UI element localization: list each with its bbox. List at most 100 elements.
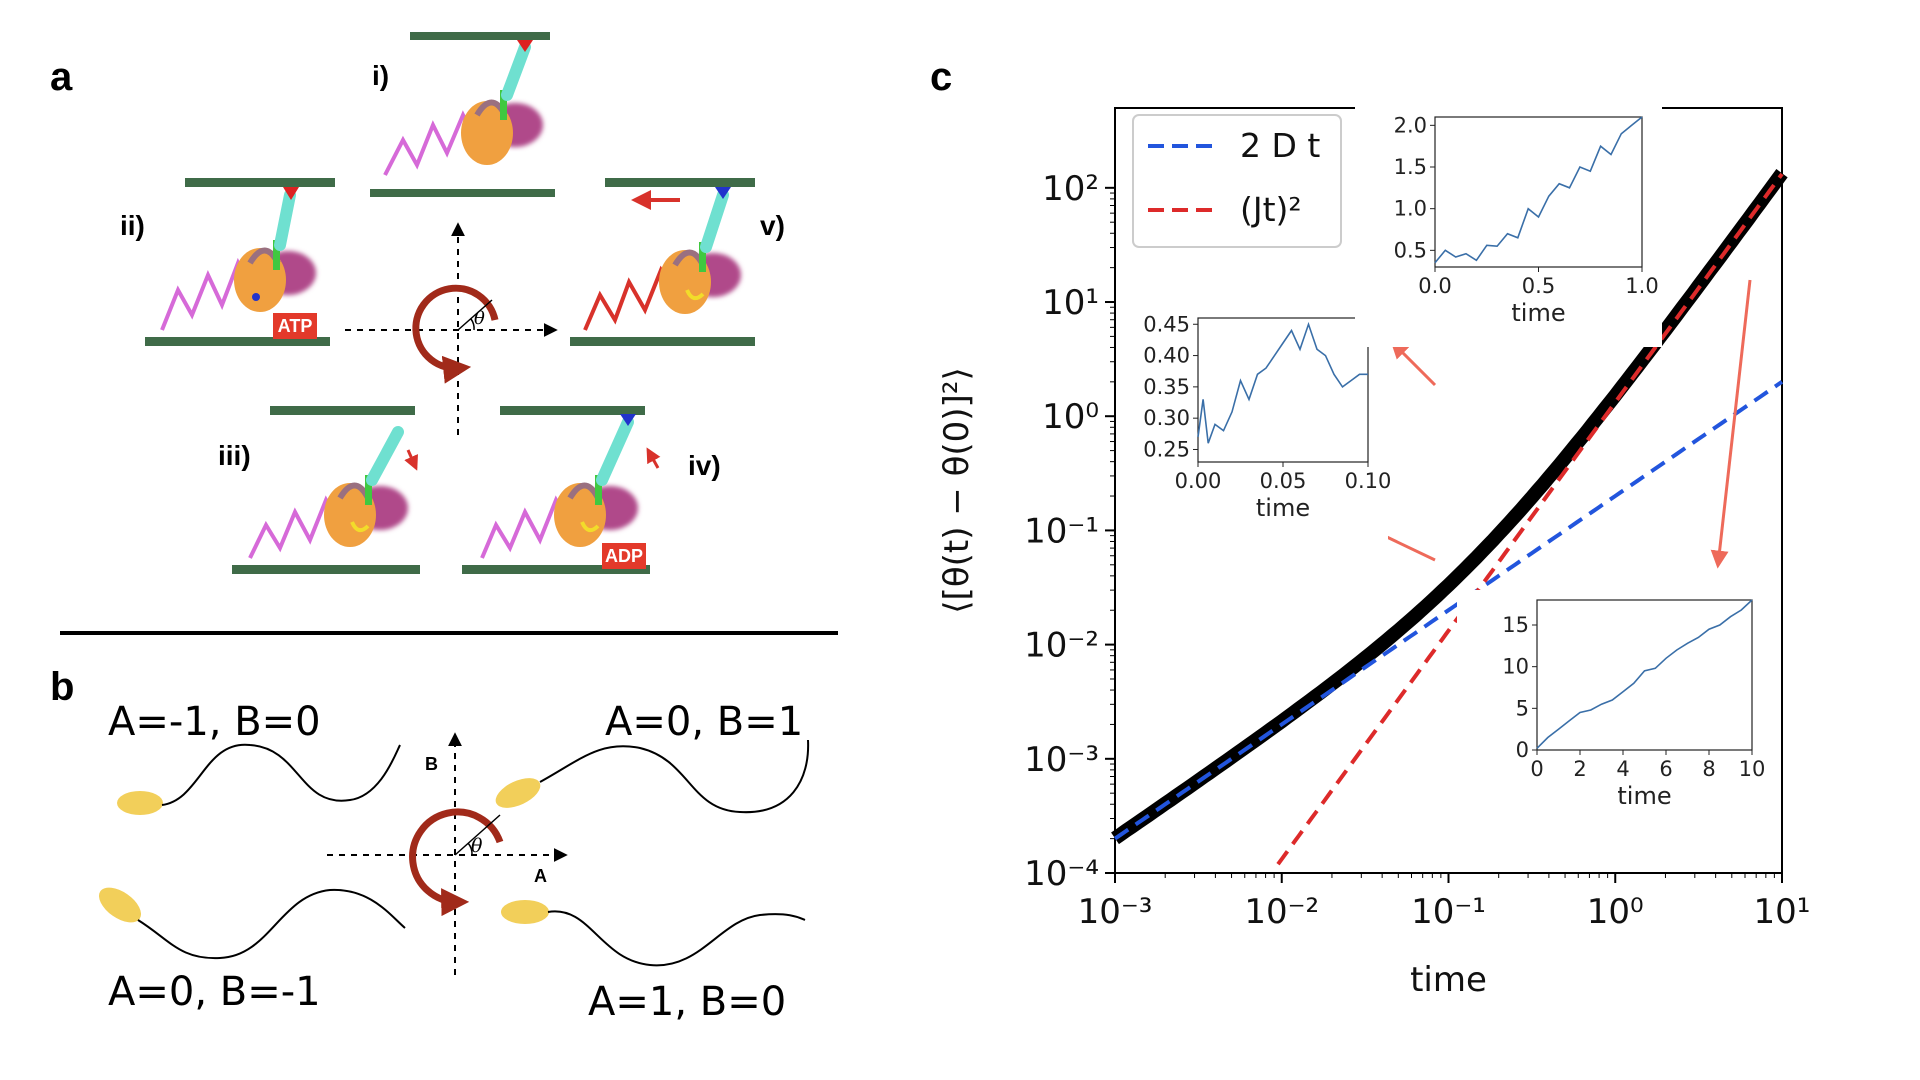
inset-short-time: 0.00 0.05 0.10 0.25 0.30 0.35 0.40 0.45 time [1118, 308, 1391, 542]
inset-trace [1197, 321, 1368, 444]
nucleotide-pocket [580, 521, 600, 533]
state-label-v: v) [760, 210, 785, 241]
nucleotide [252, 293, 260, 301]
panel-b-b-axis-label: B [425, 754, 438, 774]
inset-x-tick-label: 0.05 [1260, 469, 1307, 493]
binding-tip [715, 187, 731, 199]
inset-y-tick-label: 0.5 [1394, 238, 1427, 262]
converter [273, 240, 280, 270]
y-axis-ticks: 10⁻⁴ 10⁻³ 10⁻² 10⁻¹ 10⁰ 10¹ 10² [1024, 169, 1115, 894]
state-label-iv: iv) [688, 450, 721, 481]
inset-y-tick-label: 0.25 [1143, 437, 1190, 461]
flagellum [539, 739, 810, 814]
inset-frame [1536, 599, 1753, 751]
inset-x-tick-label: 6 [1659, 757, 1672, 781]
y-tick-label: 10⁻⁴ [1024, 854, 1099, 894]
rebind-arrow [646, 447, 661, 469]
nucleotide-pocket [350, 521, 370, 533]
inset-y-tick-label: 5 [1516, 696, 1529, 720]
state-a1-b0: A=1, B=0 [588, 979, 786, 1025]
inset-y-tick-label: 10 [1502, 655, 1529, 679]
inset-y-tick-label: 0.30 [1143, 406, 1190, 430]
top-filament [500, 406, 645, 415]
adp-badge [602, 543, 646, 569]
swimmer-bottom-right [501, 900, 806, 967]
legend: 2 D t (Jt)² [1132, 114, 1342, 248]
msd-chart: 10⁻³ 10⁻² 10⁻¹ 10⁰ 10¹ 10⁻⁴ 10⁻³ 10⁻² 10⁻¹ 10⁰ 10… [937, 107, 1811, 1000]
bottom-filament [462, 565, 650, 574]
panel-a-angle-ray [457, 299, 493, 331]
y-tick-label: 10⁻² [1024, 626, 1099, 666]
y-tick-label: 10² [1042, 169, 1099, 209]
binding-tip [517, 40, 533, 52]
motor-state-i [370, 32, 555, 197]
binding-tip [283, 187, 299, 200]
detach-arrow [404, 449, 418, 471]
y-axis-label: ⟨[θ(t) − θ(0)]²⟩ [937, 367, 977, 613]
y-tick-label: 10⁻³ [1024, 740, 1099, 780]
atp-badge-text: ATP [278, 316, 313, 336]
inset-background [1118, 308, 1388, 542]
y-tick-label: 10⁻¹ [1024, 511, 1099, 551]
x-tick-label: 10¹ [1754, 892, 1811, 932]
state-label-ii: ii) [120, 210, 145, 241]
x-axis-label: time [1410, 960, 1487, 1000]
flagellum [547, 910, 806, 967]
adp-badge-text: ADP [605, 546, 643, 566]
cell-body [495, 778, 541, 808]
x-tick-label: 10⁻¹ [1411, 892, 1486, 932]
top-filament [410, 32, 550, 40]
cell-body [98, 887, 142, 923]
inset-y-tick-label: 15 [1502, 613, 1529, 637]
inset-medium-time: 0.0 0.5 1.0 0.5 1.0 1.5 2.0 time [1355, 107, 1662, 347]
series-Jt2 [1276, 172, 1784, 866]
converter [699, 242, 706, 272]
lever-arm [366, 426, 404, 486]
top-filament [185, 178, 335, 187]
inset-x-tick-label: 8 [1702, 757, 1715, 781]
y-tick-label: 10¹ [1042, 283, 1099, 323]
state-label-iii: iii) [218, 440, 251, 471]
inset-x-tick-label: 2 [1573, 757, 1586, 781]
inset-long-time: 0 2 4 6 8 10 0 5 10 15 time [1457, 590, 1772, 830]
lever-arm [501, 41, 531, 101]
inset-x-label: time [1511, 299, 1565, 327]
inset-x-tick-label: 0.0 [1418, 274, 1451, 298]
panel-b-angle-arc [467, 842, 473, 856]
inset-x-tick-label: 0.10 [1345, 469, 1392, 493]
inset-y-tick-label: 0.45 [1143, 312, 1190, 336]
inset-y-tick-label: 0.35 [1143, 375, 1190, 399]
inset-x-tick-label: 1.0 [1625, 274, 1658, 298]
converter [500, 90, 507, 120]
inset-x-tick-label: 0.00 [1175, 469, 1222, 493]
panel-a-angle-symbol: θ [474, 308, 485, 329]
panel-a-rotation-arc [412, 284, 499, 384]
x-tick-label: 10⁻² [1244, 892, 1319, 932]
state-a0-b-minus1: A=0, B=-1 [108, 969, 321, 1015]
x-axis-ticks: 10⁻³ 10⁻² 10⁻¹ 10⁰ 10¹ [1078, 873, 1811, 932]
inset-background [1355, 107, 1662, 347]
inset-background [1457, 590, 1772, 830]
panel-a: a θ i) [50, 32, 785, 574]
swimmer-top-left [117, 743, 401, 815]
panel-b-rotation-arc [409, 808, 504, 917]
flagellum [161, 743, 401, 806]
cell-body [501, 900, 549, 924]
pointer-to-medium-inset [1390, 340, 1437, 387]
y-tick-label: 10⁰ [1042, 397, 1099, 437]
panel-b: b B A θ A=-1, B=0 A=0, B=1 A=0, B=-1 A=1… [50, 665, 810, 1025]
inset-y-tick-label: 1.0 [1394, 197, 1427, 221]
motor-state-v [570, 178, 755, 346]
panel-a-phase-axes: θ [345, 222, 558, 435]
inset-y-tick-label: 0.40 [1143, 344, 1190, 368]
flagellum [137, 888, 406, 960]
state-a0-b1: A=0, B=1 [605, 699, 803, 745]
state-a-minus1-b0: A=-1, B=0 [108, 699, 321, 745]
panel-b-a-axis-label: A [534, 866, 547, 886]
motor-state-iii [232, 406, 420, 574]
state-label-i: i) [372, 60, 389, 91]
inset-x-tick-label: 0 [1530, 757, 1543, 781]
panel-b-angle-ray [454, 814, 501, 856]
panel-a-label: a [50, 55, 73, 99]
